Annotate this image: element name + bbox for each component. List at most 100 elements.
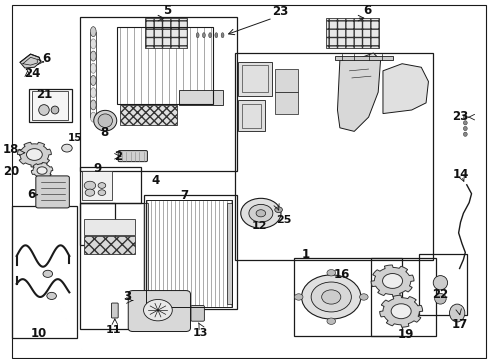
Text: 24: 24 (24, 67, 40, 80)
Circle shape (98, 190, 105, 195)
Polygon shape (382, 64, 427, 113)
Bar (370, 258, 435, 336)
Bar (80, 17, 237, 171)
Ellipse shape (434, 293, 445, 304)
Circle shape (321, 290, 340, 304)
Ellipse shape (90, 112, 96, 122)
Text: 3: 3 (122, 291, 131, 303)
Text: 19: 19 (396, 328, 413, 341)
Bar (83, 219, 135, 235)
Circle shape (294, 294, 303, 300)
Bar (238, 100, 264, 131)
Bar (80, 203, 115, 245)
Ellipse shape (90, 100, 96, 110)
Circle shape (274, 207, 282, 212)
Ellipse shape (463, 121, 466, 125)
Text: 13: 13 (192, 328, 207, 338)
Circle shape (240, 198, 281, 228)
Circle shape (382, 274, 402, 288)
Bar (418, 254, 466, 315)
Text: 20: 20 (3, 165, 19, 178)
Circle shape (143, 300, 172, 321)
Ellipse shape (202, 33, 205, 38)
Bar (80, 203, 143, 329)
Text: 23: 23 (451, 110, 468, 123)
Bar (12, 206, 76, 338)
Ellipse shape (90, 88, 96, 98)
Bar (226, 203, 231, 304)
Text: 21: 21 (36, 88, 52, 101)
Bar (242, 66, 267, 92)
Ellipse shape (90, 76, 96, 85)
Ellipse shape (463, 132, 466, 136)
Bar (80, 167, 141, 203)
Ellipse shape (39, 105, 49, 115)
FancyBboxPatch shape (36, 176, 69, 208)
Text: 12: 12 (252, 221, 267, 231)
Circle shape (85, 189, 95, 196)
Circle shape (359, 294, 367, 300)
Circle shape (256, 210, 265, 217)
Bar (334, 56, 392, 60)
Ellipse shape (432, 276, 447, 290)
Bar (275, 69, 298, 92)
Bar (143, 203, 148, 304)
Ellipse shape (90, 51, 96, 61)
Text: 18: 18 (3, 143, 19, 156)
Text: 11: 11 (106, 325, 122, 336)
Text: 15: 15 (68, 133, 82, 143)
Circle shape (47, 292, 56, 300)
Text: 14: 14 (451, 168, 468, 181)
Bar (326, 18, 378, 48)
Ellipse shape (90, 63, 96, 73)
Circle shape (84, 181, 96, 190)
Ellipse shape (221, 33, 224, 38)
Circle shape (61, 144, 72, 152)
Ellipse shape (98, 114, 112, 127)
Bar (144, 18, 186, 48)
Text: 10: 10 (31, 327, 47, 340)
FancyBboxPatch shape (118, 150, 147, 162)
Polygon shape (20, 54, 41, 68)
FancyBboxPatch shape (191, 306, 204, 321)
Bar (29, 89, 72, 122)
Ellipse shape (51, 106, 59, 114)
Bar (238, 62, 271, 96)
Bar (242, 104, 260, 128)
Text: 6: 6 (42, 52, 50, 65)
Bar (179, 90, 222, 105)
Polygon shape (31, 163, 53, 179)
Ellipse shape (90, 27, 96, 37)
Circle shape (26, 149, 42, 161)
Polygon shape (18, 142, 51, 167)
Text: 9: 9 (93, 162, 101, 175)
Ellipse shape (196, 33, 199, 38)
Ellipse shape (463, 115, 466, 119)
Text: 22: 22 (431, 288, 447, 301)
Bar (32, 91, 68, 120)
Bar (234, 53, 432, 260)
Text: 8: 8 (100, 126, 108, 139)
Circle shape (326, 318, 335, 324)
Text: 4: 4 (151, 174, 159, 187)
Bar (117, 27, 213, 104)
Text: 1: 1 (301, 248, 309, 261)
Text: 6: 6 (28, 188, 36, 201)
Bar (120, 105, 177, 125)
Text: 25: 25 (275, 215, 290, 225)
Circle shape (390, 304, 410, 319)
Text: 17: 17 (450, 318, 467, 331)
Bar (275, 92, 298, 113)
Bar (143, 195, 237, 310)
Polygon shape (370, 265, 413, 297)
Text: 5: 5 (163, 4, 171, 17)
Bar (83, 236, 135, 254)
Ellipse shape (214, 33, 217, 38)
Polygon shape (379, 295, 422, 327)
Circle shape (98, 183, 105, 188)
Ellipse shape (463, 126, 466, 131)
Polygon shape (337, 53, 380, 131)
Circle shape (310, 282, 351, 312)
Text: 16: 16 (333, 268, 350, 281)
Ellipse shape (94, 111, 117, 131)
